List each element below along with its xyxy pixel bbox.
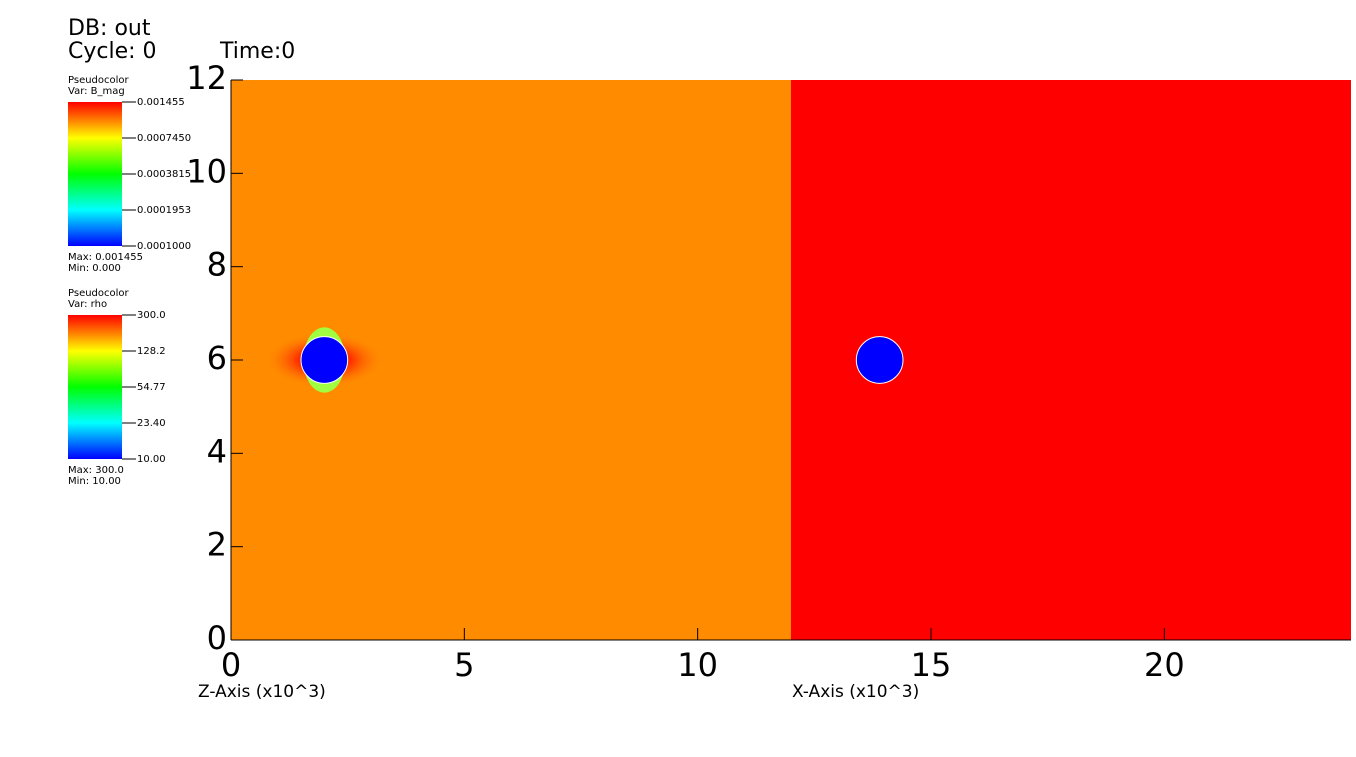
- colorbar-tick-label: 300.0: [137, 310, 166, 321]
- legend-var: Var: B_mag: [68, 86, 125, 97]
- legend-min: Min: 10.00: [68, 476, 121, 487]
- time-label: Time:0: [219, 39, 295, 64]
- colorbar-tick-label: 23.40: [137, 418, 166, 429]
- x-tick-label: 15: [911, 646, 952, 684]
- y-tick-label: 12: [186, 59, 227, 97]
- x-tick-label: 20: [1144, 646, 1185, 684]
- y-tick-label: 2: [207, 526, 227, 564]
- x-axis-label: Z-Axis (x10^3): [198, 682, 326, 702]
- legend-var: Var: rho: [68, 299, 107, 310]
- colorbar-tick-label: 54.77: [137, 382, 166, 393]
- colorbar: [68, 315, 122, 459]
- obstacle: [300, 336, 349, 384]
- legend-max: Max: 0.001455: [68, 252, 143, 263]
- y-tick-label: 0: [207, 619, 227, 657]
- obstacle: [855, 336, 904, 384]
- db-label: DB: out: [68, 16, 151, 41]
- x-axis-label: X-Axis (x10^3): [792, 682, 919, 702]
- y-tick-label: 4: [207, 432, 227, 470]
- legend-max: Max: 300.0: [68, 465, 124, 476]
- legend-min: Min: 0.000: [68, 263, 121, 274]
- y-tick-label: 10: [186, 152, 227, 190]
- cycle-label: Cycle: 0: [68, 39, 157, 64]
- y-tick-label: 8: [207, 246, 227, 284]
- x-tick-label: 5: [454, 646, 474, 684]
- colorbar-tick-label: 0.0001953: [137, 205, 191, 216]
- y-tick-label: 6: [207, 339, 227, 377]
- colorbar: [68, 102, 122, 246]
- colorbar-tick-label: 10.00: [137, 454, 166, 465]
- colorbar-tick-label: 0.001455: [137, 97, 185, 108]
- colorbar-tick-label: 0.0007450: [137, 133, 191, 144]
- colorbar-tick-label: 0.0001000: [137, 241, 191, 252]
- legend-title: Pseudocolor: [68, 75, 130, 86]
- colorbar-tick-label: 128.2: [137, 346, 166, 357]
- x-tick-label: 0: [221, 646, 241, 684]
- colorbar-tick-label: 0.0003815: [137, 169, 191, 180]
- legend-title: Pseudocolor: [68, 288, 130, 299]
- x-tick-label: 10: [677, 646, 718, 684]
